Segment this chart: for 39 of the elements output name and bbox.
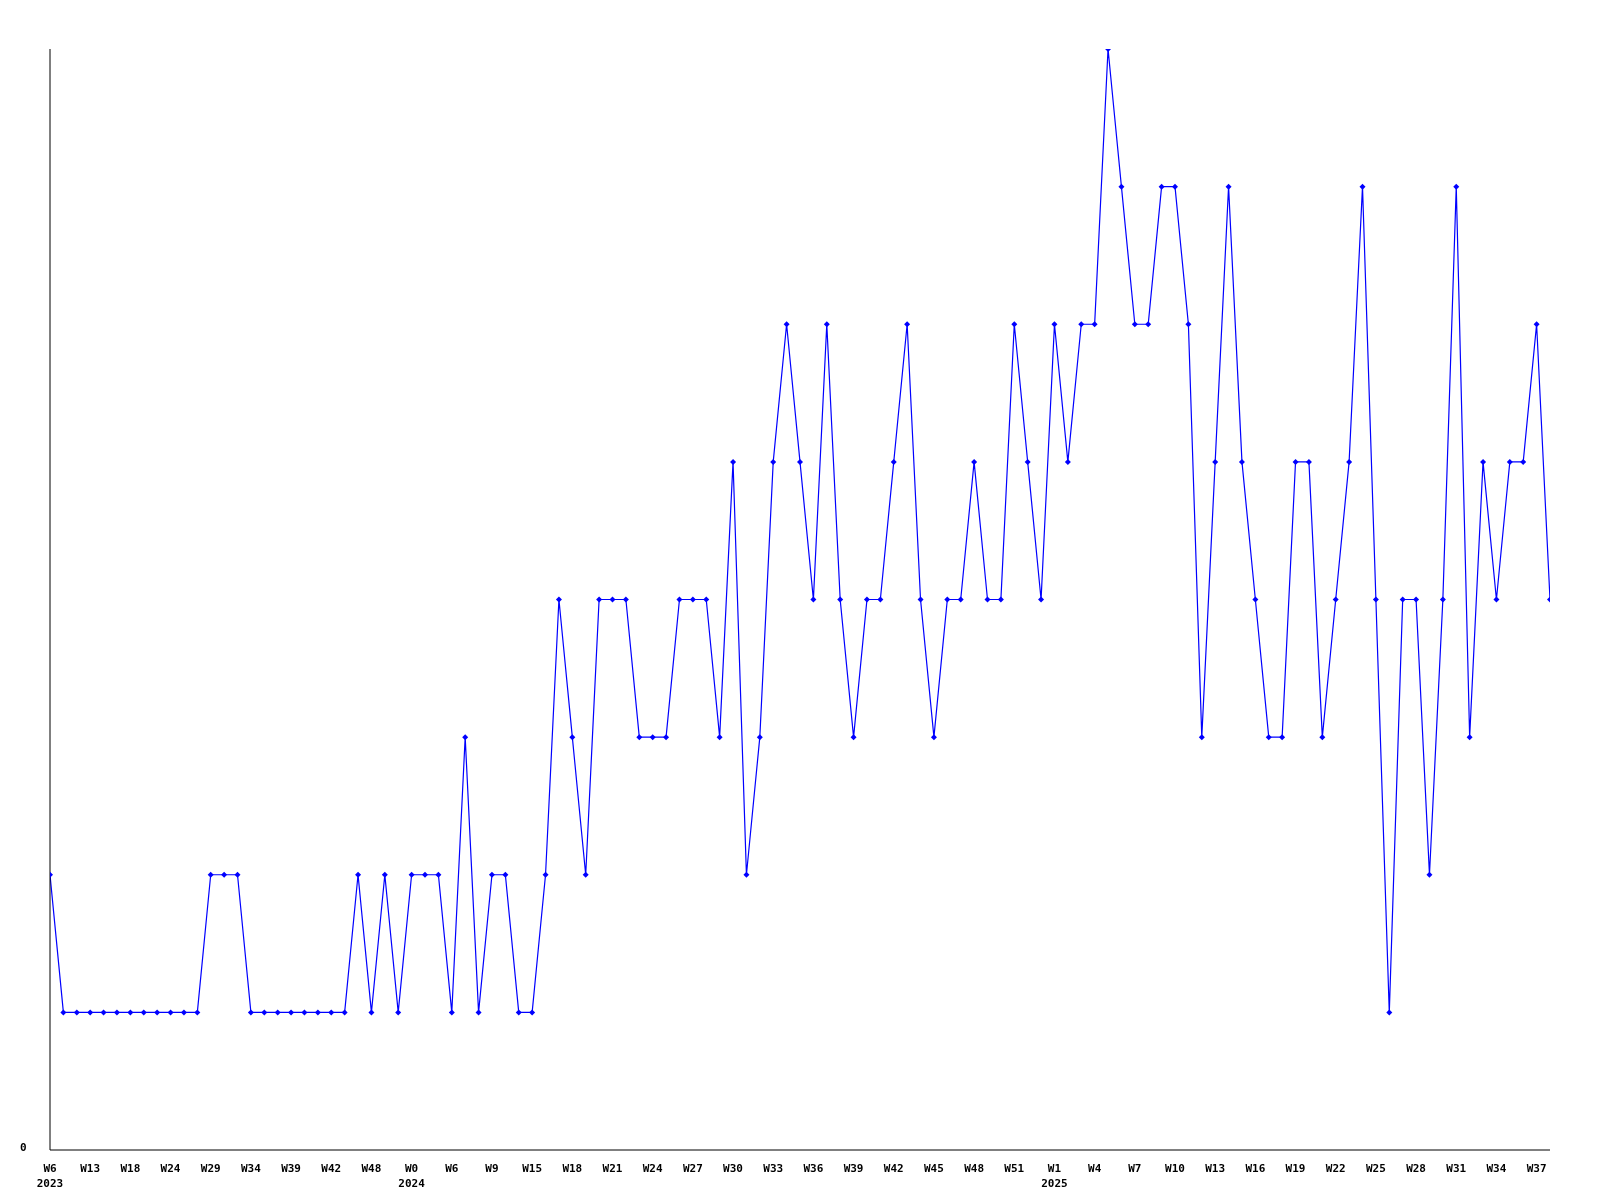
x-tick-label: W1 2025	[1041, 1162, 1068, 1190]
x-tick-label: W42	[883, 1162, 904, 1175]
x-tick-label: W27	[682, 1162, 703, 1175]
x-tick-label: W6	[445, 1162, 459, 1175]
x-tick-label: W29	[200, 1162, 221, 1175]
x-tick-label: W7	[1128, 1162, 1142, 1175]
x-tick-label: W51	[1004, 1162, 1025, 1175]
x-tick-label: W25	[1365, 1162, 1386, 1175]
x-tick-label: W39	[843, 1162, 864, 1175]
x-tick-label: W28	[1406, 1162, 1427, 1175]
x-tick-label: W18	[120, 1162, 141, 1175]
x-tick-label: W24	[160, 1162, 181, 1175]
x-tick-label: W30	[723, 1162, 743, 1175]
x-tick-label: W37	[1526, 1162, 1547, 1175]
x-tick-label: W13	[80, 1162, 101, 1175]
x-tick-label: W24	[642, 1162, 663, 1175]
x-tick-label: W48	[361, 1162, 382, 1175]
x-tick-label: W48	[964, 1162, 985, 1175]
x-tick-label: W15	[522, 1162, 543, 1175]
x-tick-label: W6 2023	[36, 1162, 64, 1190]
x-tick-label: W13	[1205, 1162, 1226, 1175]
x-tick-label: W34	[240, 1162, 262, 1175]
x-tick-label: W4	[1088, 1162, 1102, 1175]
x-tick-label: W21	[602, 1162, 623, 1175]
x-tick-label: W16	[1245, 1162, 1266, 1175]
x-tick-label: W22	[1325, 1162, 1346, 1175]
x-tick-label: W19	[1285, 1162, 1306, 1175]
x-tick-label: W10	[1165, 1162, 1185, 1175]
x-tick-label: W31	[1446, 1162, 1467, 1175]
x-tick-label: W45	[923, 1162, 944, 1175]
x-tick-label: W9	[485, 1162, 499, 1175]
x-tick-label: W36	[803, 1162, 824, 1175]
x-tick-label: W18	[562, 1162, 583, 1175]
x-tick-label: W34	[1486, 1162, 1507, 1175]
text: 0	[20, 1141, 27, 1154]
x-tick-label: W33	[763, 1162, 784, 1175]
x-tick-label: W42	[321, 1162, 342, 1175]
x-tick-label: W39	[281, 1162, 302, 1175]
x-tick-label: W0 2024	[398, 1162, 426, 1190]
